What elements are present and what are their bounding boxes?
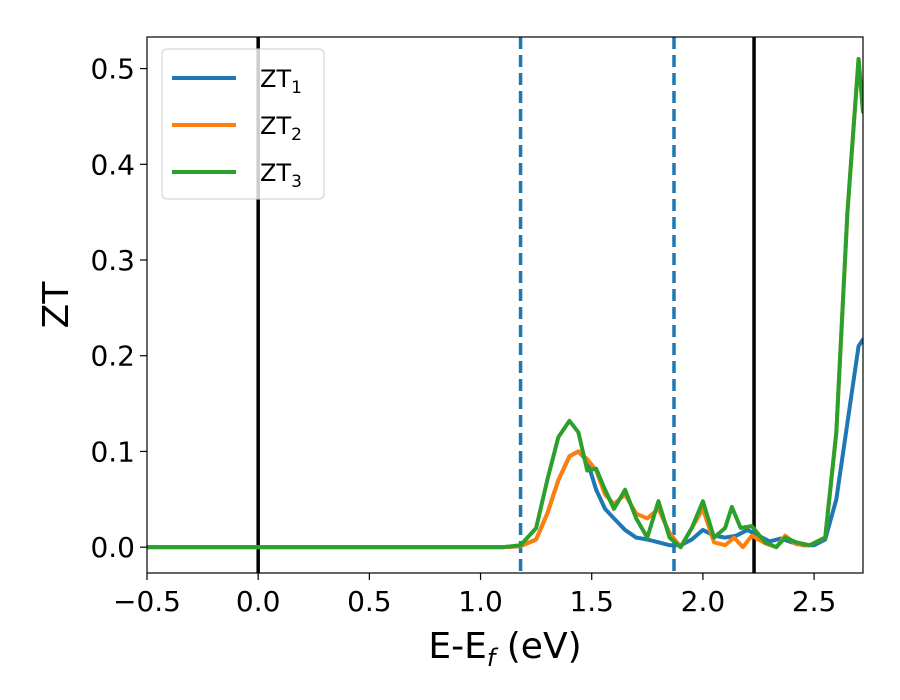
legend-label-3: ZT3 xyxy=(260,159,302,192)
x-tick-label: 0.0 xyxy=(236,585,281,618)
legend-label-2: ZT2 xyxy=(260,112,302,145)
x-tick-label: 1.0 xyxy=(458,585,503,618)
y-tick-label: 0.2 xyxy=(90,340,135,373)
y-tick-label: 0.3 xyxy=(90,244,135,277)
y-axis-title: ZT xyxy=(36,281,77,329)
x-tick-label: 2.0 xyxy=(681,585,726,618)
x-tick-label: 1.5 xyxy=(569,585,614,618)
x-tick-label: 0.5 xyxy=(347,585,392,618)
x-tick-label: −0.5 xyxy=(113,585,181,618)
legend-label-1: ZT1 xyxy=(260,65,302,98)
series-layer xyxy=(147,57,863,550)
x-axis: −0.5 0.0 0.5 1.0 1.5 2.0 2.5 xyxy=(113,573,836,618)
y-tick-label: 0.4 xyxy=(90,148,135,181)
legend: ZT1 ZT2 ZT3 xyxy=(161,48,325,200)
x-axis-title: E-Ef (eV) xyxy=(428,626,581,672)
x-axis-title-unit: (eV) xyxy=(495,626,581,667)
x-tick-label: 2.5 xyxy=(792,585,837,618)
y-tick-label: 0.5 xyxy=(90,53,135,86)
plot-frame xyxy=(146,36,864,574)
y-axis: 0.0 0.1 0.2 0.3 0.4 0.5 xyxy=(90,53,147,564)
y-tick-label: 0.1 xyxy=(90,435,135,468)
series-line-3 xyxy=(147,57,863,550)
y-tick-label: 0.0 xyxy=(90,531,135,564)
legend-frame xyxy=(161,48,325,200)
